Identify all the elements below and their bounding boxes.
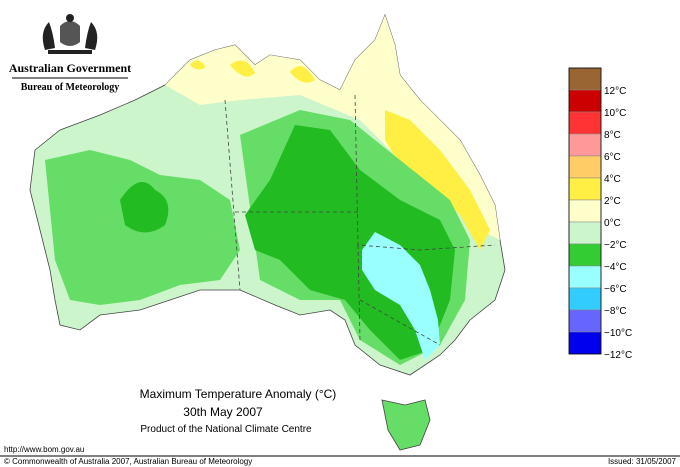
legend-label: −2°C <box>604 240 627 251</box>
legend-swatch <box>568 177 602 201</box>
tasmania <box>381 399 431 451</box>
footer-issued: Issued: 31/05/2007 <box>608 457 677 466</box>
legend-swatch <box>568 89 602 113</box>
legend-label: −10°C <box>604 328 632 339</box>
legend-swatch <box>568 243 602 267</box>
yellow-east <box>385 110 490 250</box>
coat-of-arms <box>42 14 98 54</box>
legend-frame <box>568 67 602 355</box>
legend-label: −12°C <box>604 350 632 361</box>
dark-green-west <box>120 182 169 233</box>
map-product: Product of the National Climate Centre <box>140 424 312 435</box>
legend-swatch <box>568 287 602 311</box>
legend-label: 8°C <box>604 130 621 141</box>
footer-copyright: © Commonwealth of Australia 2007, Austra… <box>4 457 252 466</box>
yellow-north <box>190 60 315 83</box>
legend-label: 2°C <box>604 196 621 207</box>
map-title: Maximum Temperature Anomaly (°C) <box>140 387 337 401</box>
legend-label: 0°C <box>604 218 621 229</box>
legend-swatch <box>568 133 602 157</box>
map-date: 30th May 2007 <box>183 405 263 419</box>
legend-label: 10°C <box>604 108 626 119</box>
legend-swatch <box>568 331 602 355</box>
legend-label: 12°C <box>604 86 626 97</box>
legend-label: −4°C <box>604 262 627 273</box>
government-name: Australian Government <box>9 61 131 75</box>
legend-swatch <box>568 309 602 333</box>
legend-swatch <box>568 155 602 179</box>
cyan-southeast <box>362 232 440 360</box>
state-borders <box>224 94 496 346</box>
legend-label: 6°C <box>604 152 621 163</box>
legend-label: −6°C <box>604 284 627 295</box>
legend-swatch <box>568 265 602 289</box>
legend-swatch <box>568 199 602 223</box>
legend-label: 4°C <box>604 174 621 185</box>
legend-swatch <box>568 221 602 245</box>
footer-url: http://www.bom.gov.au <box>4 445 84 454</box>
legend-swatch <box>568 111 602 135</box>
legend: 12°C 10°C 8°C 6°C 4°C 2°C 0°C −2°C −4°C −6°C −8°C −… <box>568 67 632 361</box>
legend-swatch <box>568 67 602 91</box>
legend-label: −8°C <box>604 306 627 317</box>
australia-map <box>29 13 506 451</box>
bureau-name: Bureau of Meteorology <box>21 82 120 93</box>
